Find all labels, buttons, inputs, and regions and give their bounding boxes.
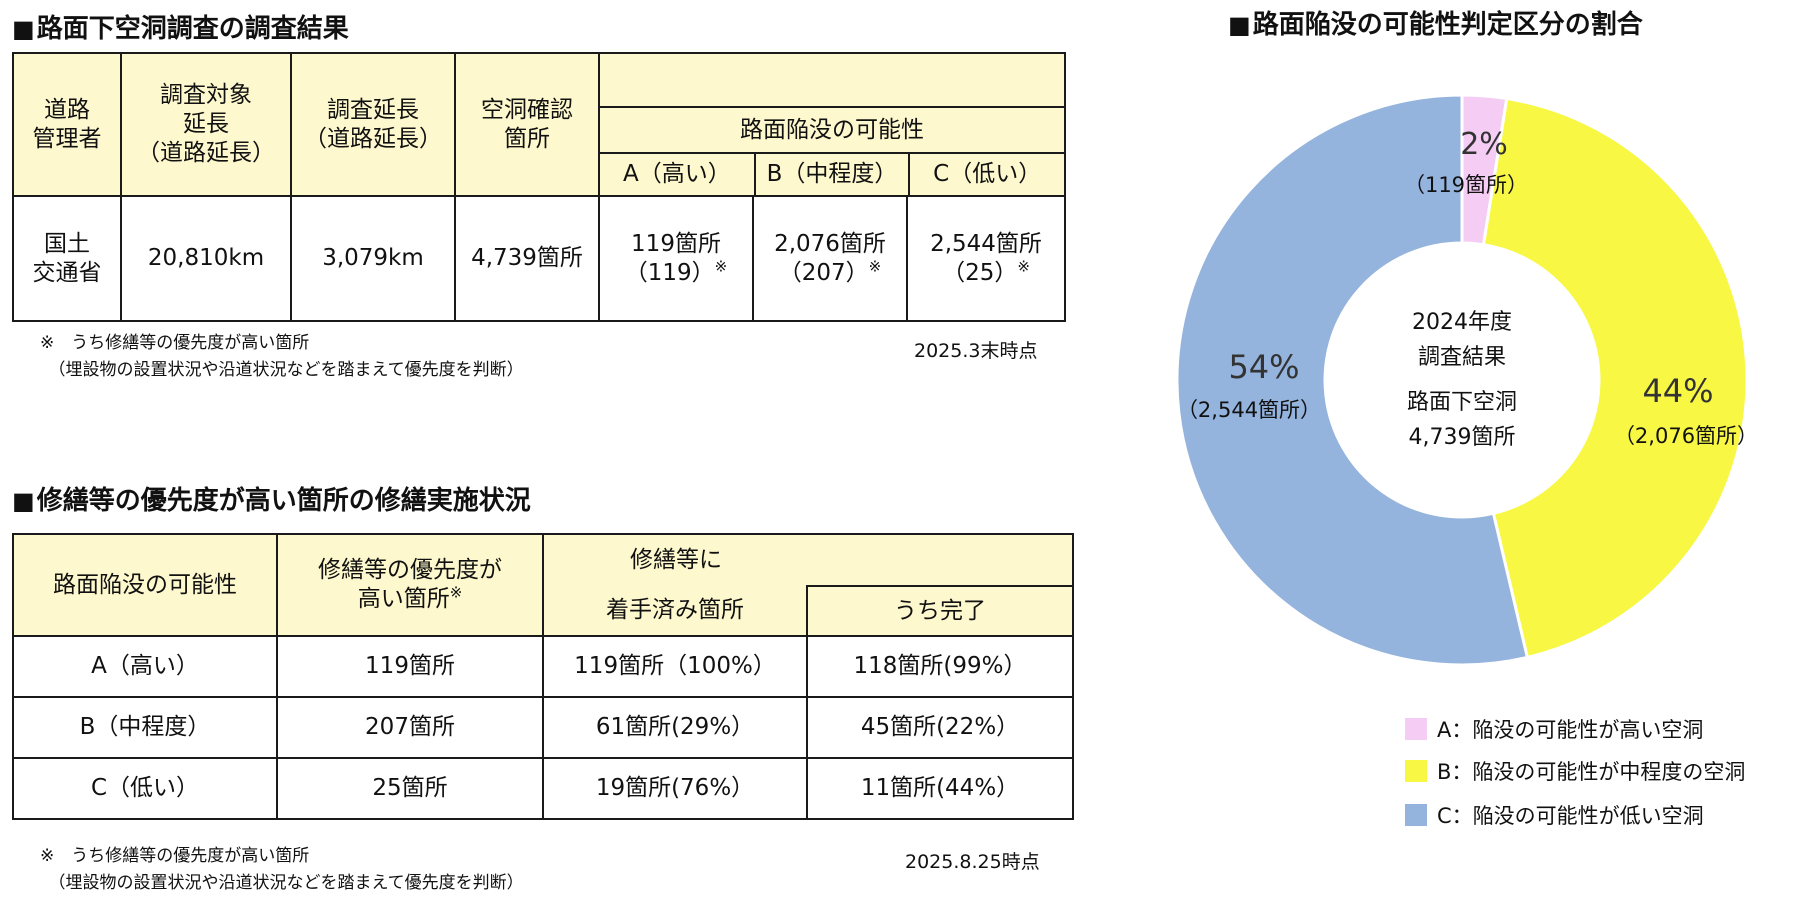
- repair-heading: ■修繕等の優先度が高い箇所の修繕実施状況: [12, 486, 531, 516]
- donut-center-label: 4,739箇所: [1409, 425, 1516, 450]
- table-row: B（中程度） 207箇所 61箇所(29%） 45箇所(22%）: [12, 696, 1074, 759]
- slice-percent-label: 2%: [1460, 127, 1508, 162]
- cell-a: 119箇所 （119）※: [598, 195, 754, 322]
- legend-item-a: A：陥没の可能性が高い空洞: [1405, 714, 1703, 744]
- row-label: A（高い）: [12, 635, 278, 698]
- header-started-group: 修繕等に: [542, 533, 1074, 586]
- row-started: 61箇所(29%）: [542, 696, 808, 759]
- header-b: B（中程度）: [754, 153, 911, 195]
- legend-swatch-b: [1405, 760, 1427, 782]
- header-manager: 道路 管理者: [12, 52, 122, 197]
- chart-title: ■路面陥没の可能性判定区分の割合: [1228, 10, 1643, 40]
- donut-slice-c: [1175, 93, 1530, 667]
- header-possibility: 路面陥没の可能性: [12, 533, 278, 637]
- legend-swatch-c: [1405, 804, 1427, 826]
- table-row: C（低い） 25箇所 19箇所(76%） 11箇所(44%）: [12, 757, 1074, 820]
- slice-count-label: （119箇所）: [1404, 173, 1528, 197]
- square-bullet-icon: ■: [12, 15, 35, 43]
- survey-note: ※ うち修繕等の優先度が高い箇所 （埋設物の設置状況や沿道状況などを踏まえて優先…: [40, 333, 524, 380]
- cell-c: 2,544箇所 （25）※: [905, 195, 1067, 322]
- row-started: 119箇所（100%）: [542, 635, 808, 698]
- header-possibility: 路面陥没の可能性: [600, 106, 1065, 154]
- slice-count-label: （2,076箇所）: [1614, 424, 1758, 448]
- donut-slice-b: [1481, 96, 1749, 660]
- cell-target-length: 20,810km: [120, 195, 292, 322]
- cell-manager: 国土 交通省: [12, 195, 122, 322]
- slice-percent-label: 54%: [1228, 348, 1299, 386]
- header-confirmed: 空洞確認 箇所: [454, 52, 600, 197]
- row-completed: 118箇所(99%）: [806, 635, 1074, 698]
- donut-center-label: 路面下空洞: [1407, 390, 1517, 415]
- survey-asof: 2025.3末時点: [914, 340, 1038, 362]
- header-priority: 修繕等の優先度が 高い箇所※: [276, 533, 544, 637]
- header-a: A（高い）: [600, 153, 756, 195]
- slice-percent-label: 44%: [1642, 372, 1713, 410]
- donut-center-label: 2024年度: [1412, 310, 1512, 335]
- cell-confirmed: 4,739箇所: [454, 195, 600, 322]
- row-completed: 11箇所(44%）: [806, 757, 1074, 820]
- donut-center-label: 調査結果: [1418, 345, 1506, 370]
- square-bullet-icon: ■: [1228, 11, 1251, 39]
- survey-table: 道路 管理者 調査対象 延長 （道路延長） 調査延長 （道路延長） 空洞確認 箇所 路面陥…: [12, 52, 1067, 322]
- table-row: A（高い） 119箇所 119箇所（100%） 118箇所(99%）: [12, 635, 1074, 698]
- cell-b: 2,076箇所 （207）※: [752, 195, 908, 322]
- header-target-length: 調査対象 延長 （道路延長）: [120, 52, 292, 197]
- cell-survey-length: 3,079km: [290, 195, 456, 322]
- legend-item-b: B：陥没の可能性が中程度の空洞: [1405, 756, 1745, 786]
- legend-swatch-a: [1405, 718, 1427, 740]
- repair-note: ※ うち修繕等の優先度が高い箇所 （埋設物の設置状況や沿道状況などを踏まえて優先…: [40, 846, 524, 893]
- row-priority: 207箇所: [276, 696, 544, 759]
- row-priority: 119箇所: [276, 635, 544, 698]
- legend-item-c: C：陥没の可能性が低い空洞: [1405, 800, 1704, 830]
- header-completed: うち完了: [806, 585, 1074, 637]
- survey-heading: ■路面下空洞調査の調査結果: [12, 14, 349, 44]
- row-completed: 45箇所(22%）: [806, 696, 1074, 759]
- row-label: C（低い）: [12, 757, 278, 820]
- row-priority: 25箇所: [276, 757, 544, 820]
- slice-count-label: （2,544箇所）: [1177, 398, 1321, 422]
- row-label: B（中程度）: [12, 696, 278, 759]
- square-bullet-icon: ■: [12, 487, 35, 515]
- header-started: 着手済み箇所: [542, 586, 808, 637]
- header-c: C（低い）: [909, 153, 1065, 195]
- header-survey-length: 調査延長 （道路延長）: [290, 52, 456, 197]
- repair-table: 路面陥没の可能性 修繕等の優先度が 高い箇所※ 修繕等に 着手済み箇所 うち完了 …: [12, 533, 1074, 820]
- repair-asof: 2025.8.25時点: [905, 851, 1040, 873]
- header-possibility-group: 路面陥没の可能性 A（高い） B（中程度） C（低い）: [597, 106, 1067, 197]
- row-started: 19箇所(76%）: [542, 757, 808, 820]
